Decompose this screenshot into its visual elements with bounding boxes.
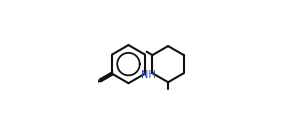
Text: NH: NH: [141, 70, 156, 80]
